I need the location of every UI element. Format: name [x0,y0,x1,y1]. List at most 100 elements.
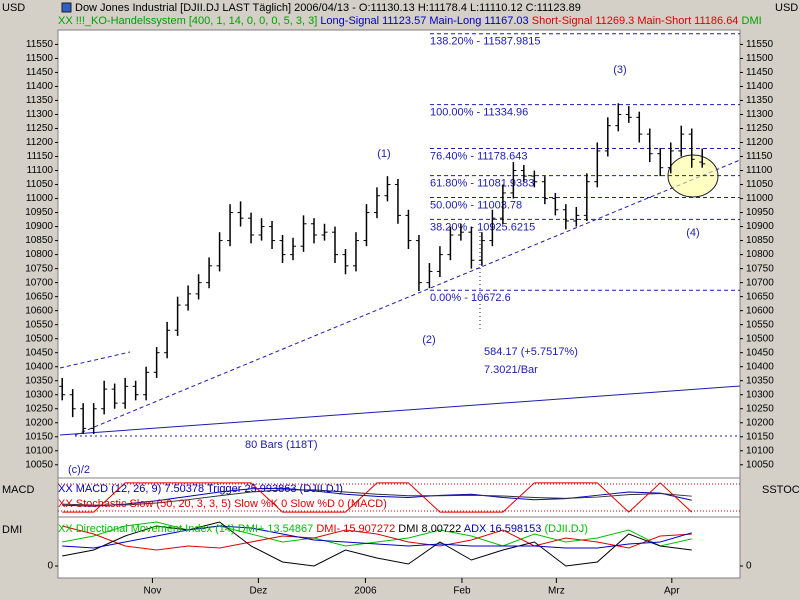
chart-title: Dow Jones Industrial [DJII.DJ LAST Tägli… [75,2,581,14]
system-name: XX !!!_KO-Handelssystem [400, 1, 14, 0, … [58,15,317,27]
y-tick-label-right: 10250 [746,403,774,414]
y-tick-label-right: 10150 [746,431,774,442]
y-tick-label: 11400 [26,81,54,92]
y-tick-label: 11350 [26,95,54,106]
system-legend: XX !!!_KO-Handelssystem [400, 1, 14, 0, … [58,15,762,27]
x-tick-label: Mrz [548,586,565,597]
y-tick-label: 11300 [26,109,54,120]
y-tick-label-right: 10300 [746,389,774,400]
fib-label: 100.00% - 11334.96 [430,107,528,119]
y-tick-label-right: 10650 [746,291,774,302]
panel-label-right: SSTOC [762,484,800,496]
y-tick-label: 10550 [25,319,53,330]
trend-line [59,385,741,436]
x-tick-label: 2006 [354,586,377,597]
fib-label: 76.40% - 11178.643 [430,150,527,162]
y-tick-label-right: 11350 [746,95,774,106]
y-tick-label: 10100 [25,445,53,456]
legend-entry: XX Directional Movement Index (14) DMI+ … [58,523,313,535]
currency-right: USD [775,2,798,14]
annotation: (4) [686,227,699,239]
annotation: (3) [613,64,626,76]
legend-entry: XX Stochastic Slow (50, 20, 3, 3, 5) Slo… [58,498,387,510]
y-tick-label: 11100 [27,165,54,176]
y-tick-label-right: 11550 [746,39,774,50]
annotation: 80 Bars (118T) [245,439,318,451]
y-tick-label: 10700 [25,277,53,288]
y-tick-label-right: 11500 [746,53,774,64]
y-tick-label-right: 10100 [746,445,774,456]
y-tick-label-right: 11100 [746,165,773,176]
annotation: (c)/2 [68,464,90,476]
y-tick-label-right: 10900 [746,221,774,232]
legend-entry: DMI- 15.907272 [316,523,395,535]
y-tick-label: 10200 [25,417,53,428]
y-tick-label: 11500 [26,53,54,64]
panel-label: MACD [2,484,34,496]
series-line [62,521,692,567]
plot-area [57,29,741,579]
fib-label: 0.00% - 10672.6 [430,292,511,304]
annotation: (2) [422,334,435,346]
y-tick-label-right: 11400 [746,81,774,92]
y-tick-label-right: 10950 [746,207,774,218]
legend: XX Directional Movement Index (14) DMI+ … [58,523,588,535]
y-tick-label: 10300 [25,389,53,400]
fib-label: 61.80% - 11081.9383 [430,177,534,189]
y-tick-label-right: 10750 [746,263,774,274]
y-tick-label-right: 10500 [746,333,774,344]
y-tick-label: 10850 [25,235,53,246]
y-tick-label-right: 10600 [746,305,774,316]
y-tick-label: 10350 [25,375,53,386]
y-tick-label: 10400 [25,361,53,372]
y-tick-label-right: 11450 [746,67,774,78]
y-tick-label: 10250 [25,403,53,414]
fib-label: 50.00% - 11003.78 [430,199,522,211]
y-tick-label-right: 10050 [746,459,774,470]
y-tick-label-right: 11300 [746,109,774,120]
dmi-tag: DMI [742,15,762,27]
y-tick-label: 11000 [26,193,54,204]
annotation: 584.17 (+5.7517%) [484,346,578,358]
y-tick-label: 10050 [25,459,53,470]
y-tick-label-right: 10550 [746,319,774,330]
series-line [62,521,692,547]
annotation: (1) [377,148,390,160]
y-tick-label: 11450 [26,67,54,78]
panel-label: DMI [2,524,22,536]
y-tick-label: 11250 [26,123,54,134]
symbol-icon [61,2,72,13]
y-tick-label: 10500 [25,333,53,344]
y-tick-label-right: 10700 [746,277,774,288]
y-tick-label: 10150 [25,431,53,442]
trend-line [74,159,741,436]
y-tick-label-right: 10400 [746,361,774,372]
series-line [62,525,692,549]
x-tick-label: Apr [664,586,680,597]
legend-entry: DMI 8.00722 [398,523,461,535]
y-tick-label-right: 11250 [746,123,774,134]
y-tick-label-right: 11200 [746,137,774,148]
y-tick-label: 11200 [26,137,54,148]
annotation: 7.3021/Bar [484,364,538,376]
y-tick-label: 11550 [26,39,54,50]
legend-entry: ADX 16.598153 [464,523,542,535]
currency-left: USD [2,2,25,14]
y-tick-label: 10650 [25,291,53,302]
legend-entry: XX MACD (12, 26, 9) 7.50378 Trigger 25.9… [58,483,343,495]
y-tick-label: 11050 [26,179,54,190]
y-tick-label-right: 10200 [746,417,774,428]
y-tick-label: 10750 [25,263,53,274]
y-tick-label-right: 11000 [746,193,774,204]
y-tick-label: 10600 [25,305,53,316]
y-tick-label: 10900 [25,221,53,232]
y-tick-label-right: 11150 [746,151,773,162]
y-tick-label-right: 10850 [746,235,774,246]
x-tick-label: Dez [250,586,268,597]
fib-label: 38.20% - 10925.6215 [430,221,535,233]
short-signal: Short-Signal 11269.3 Main-Short 11186.64 [532,15,739,27]
long-signal: Long-Signal 11123.57 Main-Long 11167.03 [320,15,528,27]
y-tick-label: 0 [47,561,53,572]
y-tick-label: 11150 [27,151,54,162]
y-tick-label-right: 10350 [746,375,774,386]
